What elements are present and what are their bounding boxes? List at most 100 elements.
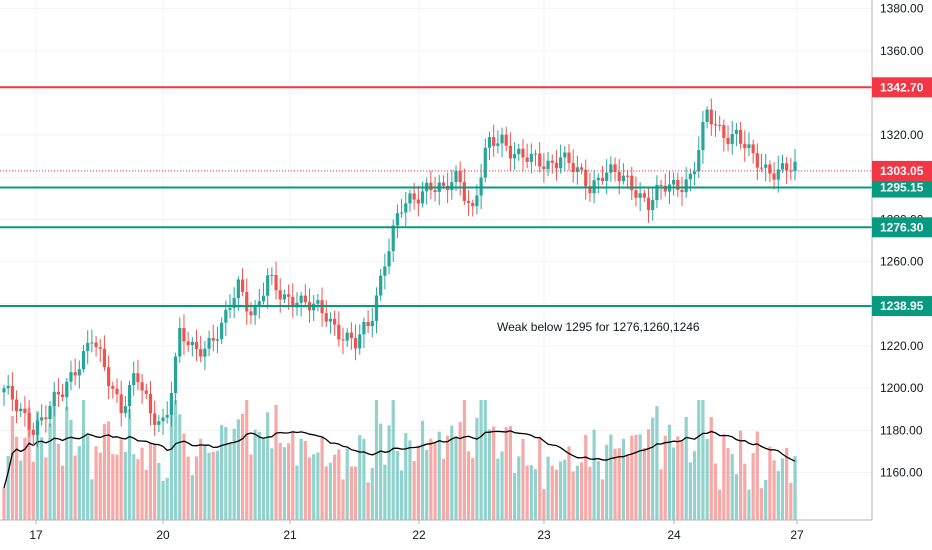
time-tick-label: 22 [412,528,426,542]
volume-bar [446,435,450,520]
time-tick-label: 20 [156,528,170,542]
volume-bar [755,431,759,520]
volume-bar [203,444,207,520]
volume-bar [500,451,504,520]
candlestick [178,317,182,363]
volume-bar [533,469,538,520]
candlestick [420,181,425,208]
volume-bar [454,436,458,520]
volume-bar [667,424,672,520]
candlestick [60,383,65,402]
volume-bar [60,465,65,520]
volume-bar [475,417,479,520]
volume-bar [634,434,638,520]
volume-bar [722,433,726,520]
candlestick [232,287,236,319]
volume-bar [353,466,358,520]
volume-bar [69,419,73,520]
candlestick [278,278,282,313]
price-tick-label: 1320.00 [880,128,924,142]
volume-bar [433,442,437,520]
time-axis[interactable]: 17 20 21 22 23 24 27 [29,520,804,542]
volume-bar [94,446,98,520]
volume-bar [391,400,395,520]
candlestick [554,150,559,181]
candlestick [324,300,328,327]
volume-bar [554,469,559,520]
candlestick [341,327,345,355]
candlestick [136,359,140,391]
price-badge [872,177,932,198]
support-resistance-lines[interactable] [0,86,872,308]
volume-bar [772,460,776,520]
candlestick [697,136,701,179]
volume-bar [793,456,797,520]
volume-bar [705,438,709,520]
candlestick [23,396,27,427]
volume-bar [676,436,680,520]
volume-bar [27,407,31,520]
candlestick [416,185,420,217]
volume-bar [387,425,391,520]
volume-bar [165,477,169,520]
candlestick [144,383,148,400]
candlestick [605,159,609,195]
candlestick [437,174,441,206]
candlestick [295,292,299,316]
volume-bar [362,439,366,520]
price-tick-label: 1180.00 [880,423,923,437]
price-axis[interactable]: 1380.001360.001340.001320.001300.001280.… [880,2,924,480]
volume-bar [182,433,186,520]
candlestick [123,396,127,418]
volume-bar [651,417,655,520]
volume-bar [261,438,266,520]
candlestick [6,374,10,395]
volume-bar [479,400,483,520]
candlestick [161,408,165,435]
volume-bar [621,438,626,520]
volume-bar [504,427,508,520]
candlestick [751,139,755,164]
candlestick [274,261,278,300]
price-badge [872,77,932,98]
volume-bar [441,458,446,520]
volume-bar [207,452,211,520]
candlestick [726,125,730,152]
candlestick [701,111,705,164]
candlestick [651,186,655,221]
volume-bar [111,454,115,520]
volume-bar [324,466,328,520]
candlestick [370,307,374,338]
candlestick [575,155,579,185]
candlestick [333,310,337,336]
volume-moving-average-line [3,430,796,489]
time-tick-label: 27 [790,528,804,542]
candlestick [718,115,722,131]
candlestick [521,138,525,172]
candlestick [780,154,785,173]
candlestick [358,324,362,355]
candlestick [479,163,483,209]
candlestick [500,127,504,158]
candlestick [538,142,542,173]
candlestick [399,198,404,218]
volume-bar [508,426,513,520]
volume-bar [257,431,261,520]
candlestick [785,156,789,184]
volume-bar [738,430,743,520]
volume-bar [274,404,278,520]
candlestick [115,378,119,403]
candlestick [563,146,567,172]
candlestick [48,401,52,428]
volume-bar [437,431,441,520]
candlestick [194,329,199,362]
volume-bar [73,455,77,520]
price-badge-label: 1238.95 [880,299,924,313]
volume-bar [220,424,224,520]
candlestick [542,152,546,183]
candlestick [56,378,61,408]
volume-bar [399,470,404,520]
candlestick [270,267,274,285]
volume-bar [374,400,379,520]
